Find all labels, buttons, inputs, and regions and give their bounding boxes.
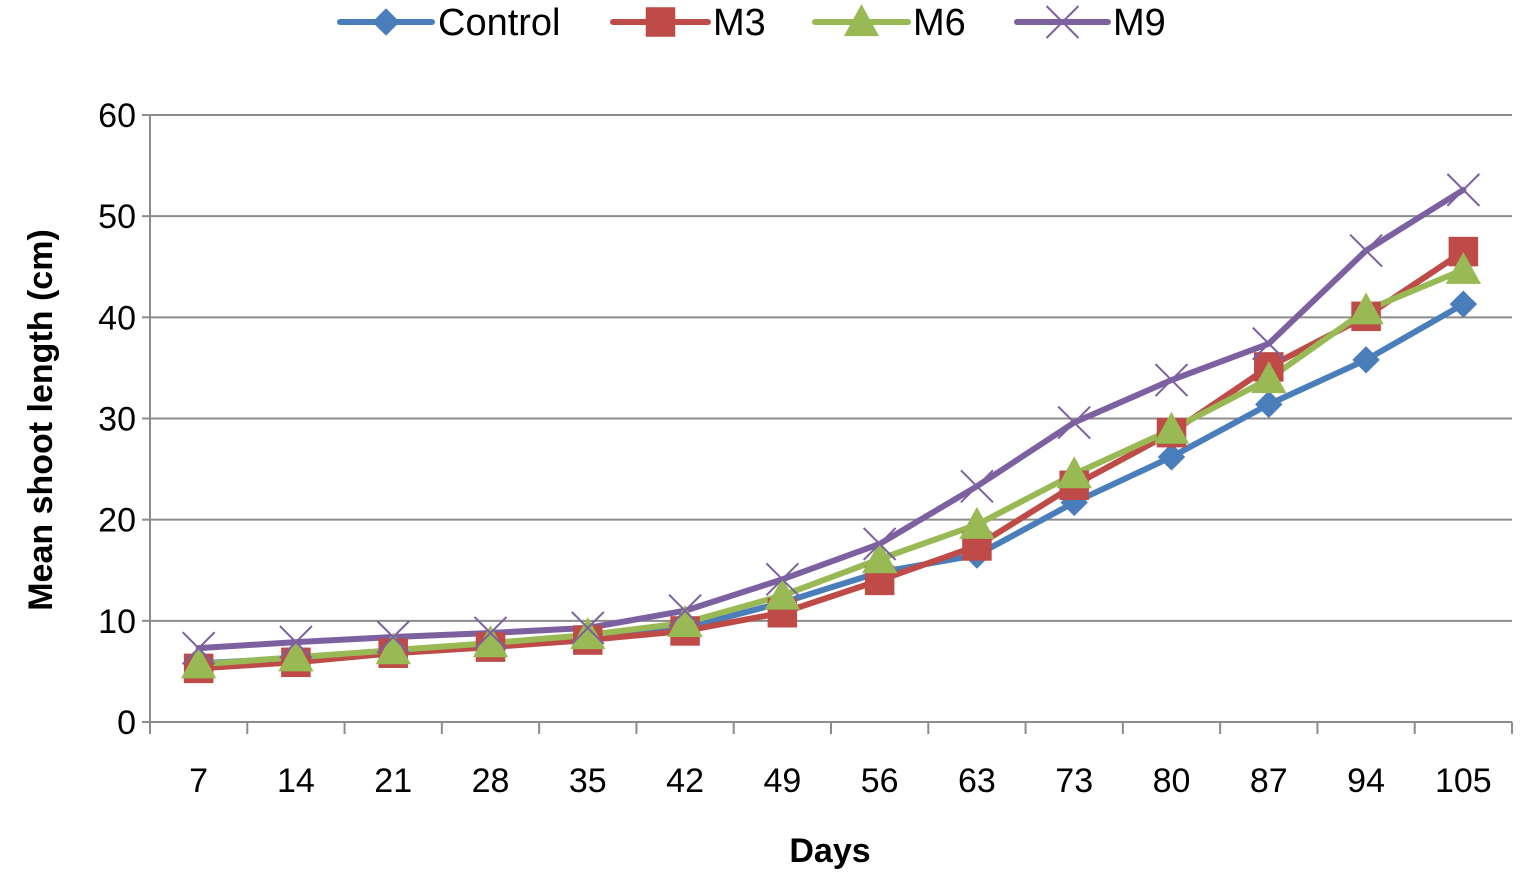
data-point-control bbox=[1157, 443, 1186, 471]
x-tick-label: 87 bbox=[1250, 762, 1288, 800]
data-point-m6 bbox=[1153, 411, 1190, 444]
data-point-m9 bbox=[1349, 233, 1383, 268]
x-axis-title: Days bbox=[789, 832, 870, 870]
data-point-m9 bbox=[765, 562, 800, 597]
x-tick-label: 94 bbox=[1347, 762, 1385, 800]
data-point-m9 bbox=[1057, 405, 1091, 440]
y-tick-label: 20 bbox=[98, 502, 136, 540]
x-tick-label: 35 bbox=[569, 762, 607, 800]
legend-label: Control bbox=[438, 2, 561, 44]
axes: 0 10 20 30 40 50 60 7 14 21 28 35 42 49 56 63 73 80 87 94 10… bbox=[98, 97, 1513, 800]
data-point-m9 bbox=[571, 611, 605, 645]
data-point-m6 bbox=[667, 605, 703, 637]
series-line-m6 bbox=[195, 266, 1467, 668]
legend-marker bbox=[1045, 5, 1080, 39]
data-point-m6 bbox=[1445, 251, 1482, 284]
data-point-m6 bbox=[1348, 292, 1384, 325]
y-tick-label: 60 bbox=[98, 97, 136, 135]
x-tick-label: 42 bbox=[666, 762, 704, 800]
data-point-m6 bbox=[278, 639, 314, 672]
gridlines bbox=[150, 114, 1512, 622]
data-point-m6 bbox=[764, 577, 801, 610]
data-point-m6 bbox=[861, 541, 898, 574]
x-tick-label: 56 bbox=[861, 762, 899, 800]
legend-item-m3: M3 bbox=[610, 2, 766, 44]
legend-label: M6 bbox=[913, 2, 966, 44]
y-axis-title: Mean shoot length (cm) bbox=[22, 229, 60, 611]
legend-label: M3 bbox=[713, 2, 766, 44]
x-tick-label: 7 bbox=[189, 762, 208, 800]
y-tick-label: 40 bbox=[98, 299, 136, 337]
legend-marker bbox=[645, 7, 676, 37]
series-line-m3 bbox=[195, 248, 1467, 672]
data-point-m9 bbox=[1154, 363, 1189, 397]
legend-marker bbox=[372, 8, 400, 36]
series-lines bbox=[195, 186, 1467, 672]
legend-item-m6: M6 bbox=[812, 2, 966, 44]
y-tick-label: 50 bbox=[98, 198, 136, 236]
legend: Control M3 M6 M9 bbox=[337, 2, 1166, 44]
series-markers bbox=[180, 173, 1482, 684]
x-tick-label: 49 bbox=[763, 762, 801, 800]
series-line-m9 bbox=[195, 186, 1467, 652]
data-point-m9 bbox=[473, 616, 508, 650]
data-point-m9 bbox=[181, 631, 216, 665]
x-tick-label: 73 bbox=[1055, 762, 1093, 800]
x-tick-label: 63 bbox=[958, 762, 996, 800]
legend-label: M9 bbox=[1113, 2, 1166, 44]
x-tick-label: 14 bbox=[277, 762, 315, 800]
data-point-m9 bbox=[1252, 326, 1286, 361]
data-point-m6 bbox=[959, 506, 995, 539]
data-point-m6 bbox=[1056, 456, 1092, 489]
data-point-m6 bbox=[570, 617, 606, 650]
data-point-m9 bbox=[1446, 173, 1481, 207]
legend-item-control: Control bbox=[337, 2, 561, 44]
data-point-m6 bbox=[180, 646, 217, 679]
data-point-m6 bbox=[1251, 361, 1287, 394]
data-point-control bbox=[1255, 390, 1283, 419]
y-tick-label: 0 bbox=[117, 704, 136, 742]
x-tick-label: 105 bbox=[1435, 762, 1492, 800]
legend-marker bbox=[843, 4, 880, 37]
data-point-control bbox=[1449, 290, 1478, 318]
x-tick-label: 80 bbox=[1153, 762, 1191, 800]
data-point-m9 bbox=[862, 527, 897, 561]
data-point-m9 bbox=[668, 594, 702, 628]
data-point-m9 bbox=[960, 469, 994, 503]
data-point-m6 bbox=[375, 632, 411, 665]
x-tick-label: 28 bbox=[472, 762, 510, 800]
data-point-control bbox=[1352, 346, 1380, 374]
legend-item-m9: M9 bbox=[1014, 2, 1166, 44]
y-tick-label: 30 bbox=[98, 401, 136, 439]
y-tick-label: 10 bbox=[98, 603, 136, 641]
data-point-m9 bbox=[279, 625, 313, 659]
data-point-m9 bbox=[376, 620, 410, 654]
x-tick-label: 21 bbox=[374, 762, 412, 800]
